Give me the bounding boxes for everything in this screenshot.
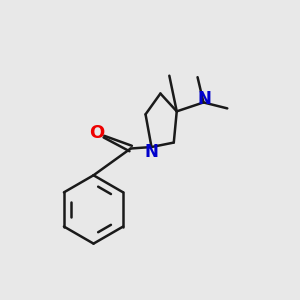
Text: O: O <box>89 124 104 142</box>
Text: N: N <box>197 91 211 109</box>
Text: N: N <box>145 143 158 161</box>
